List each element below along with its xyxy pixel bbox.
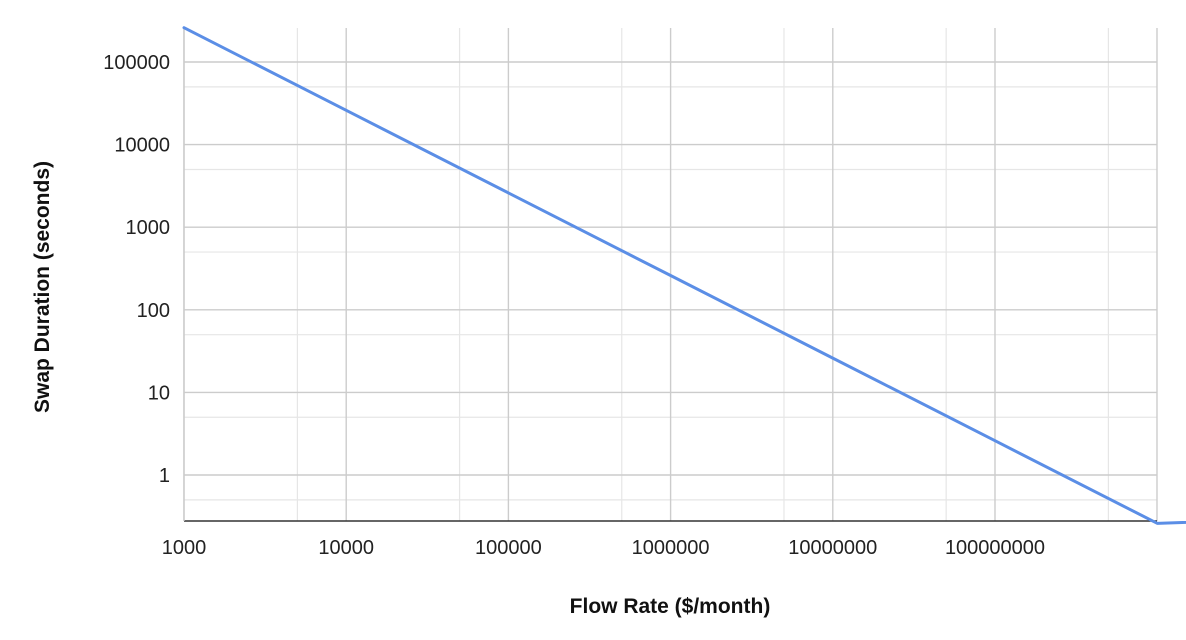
major-gridlines: [183, 28, 1158, 522]
y-tick-labels: 1 10 100 1000 10000 100000: [103, 52, 170, 487]
x-tick-label: 100000: [475, 537, 542, 559]
series-line: [182, 26, 1186, 525]
y-axis-title: Swap Duration (seconds): [31, 161, 54, 413]
x-tick-label: 1000000: [632, 537, 710, 559]
y-tick-label: 10: [148, 382, 170, 404]
x-tick-labels: 1000 10000 100000 1000000 10000000 100000000: [162, 537, 1045, 559]
y-tick-label: 100000: [103, 52, 170, 74]
x-tick-label: 100000000: [945, 537, 1045, 559]
x-tick-label: 10000000: [788, 537, 877, 559]
y-tick-label: 10000: [114, 135, 170, 157]
series-layer: [182, 26, 1186, 525]
x-tick-label: 10000: [318, 537, 374, 559]
x-tick-label: 1000: [162, 537, 207, 559]
x-axis-title: Flow Rate ($/month): [570, 595, 771, 618]
y-tick-label: 1: [159, 465, 170, 487]
y-tick-label: 100: [137, 300, 170, 322]
y-tick-label: 1000: [126, 217, 171, 239]
